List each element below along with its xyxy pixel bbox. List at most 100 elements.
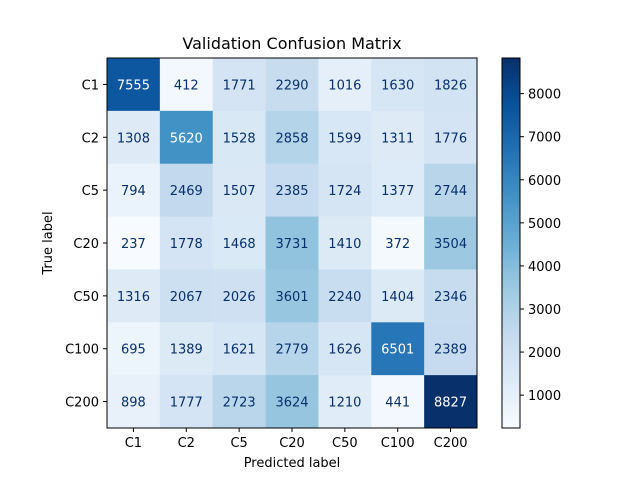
cell-value-label: 1528 (223, 131, 256, 146)
x-axis-ticks: C1 C2 C5 C20 C50 C100 C200 (125, 428, 468, 451)
x-tick-label: C20 (279, 436, 305, 451)
cell-value-label: 1468 (223, 237, 256, 252)
cell-value-label: 2723 (223, 396, 256, 411)
colorbar-ticks: 1000 2000 3000 4000 5000 6000 7000 8000 (520, 88, 561, 404)
cell-value-label: 1507 (223, 184, 256, 199)
heatmap-cell (212, 163, 267, 218)
cell-value-label: 1410 (328, 237, 361, 252)
colorbar-tick-label: 6000 (528, 174, 561, 189)
cell-value-label: 1826 (434, 78, 467, 93)
x-tick-label: C100 (381, 436, 415, 451)
x-tick-label: C1 (125, 436, 142, 451)
colorbar-tick-label: 1000 (528, 389, 561, 404)
heatmap-cell (212, 375, 267, 429)
heatmap-cell (424, 322, 478, 376)
heatmap-cell (318, 58, 372, 112)
heatmap-cell (265, 375, 319, 429)
cell-value-label: 5620 (170, 131, 203, 146)
colorbar-tick-label: 5000 (528, 217, 561, 232)
y-tick-label: C2 (82, 131, 99, 146)
y-tick-label: C20 (73, 237, 99, 252)
heatmap-cell (424, 163, 478, 218)
cell-value-label: 695 (121, 343, 146, 358)
x-axis-label: Predicted label (244, 456, 341, 471)
cell-value-label: 2067 (170, 290, 203, 305)
heatmap-cell (159, 163, 214, 218)
heatmap-cell (424, 375, 478, 429)
cell-value-label: 2744 (434, 184, 467, 199)
x-tick-label: C5 (230, 436, 247, 451)
chart-title: Validation Confusion Matrix (182, 34, 401, 53)
heatmap-cell (159, 216, 214, 270)
heatmap-cell (318, 375, 372, 429)
colorbar-tick-label: 4000 (528, 260, 561, 275)
heatmap-cell (265, 269, 319, 323)
cell-value-label: 237 (121, 237, 146, 252)
cell-value-label: 3504 (434, 237, 467, 252)
cell-value-label: 1621 (223, 343, 256, 358)
heatmap-cell (159, 269, 214, 323)
cell-value-label: 2240 (328, 290, 361, 305)
cell-value-label: 1776 (434, 131, 467, 146)
y-axis-ticks: C1 C2 C5 C20 C50 C100 C200 (65, 78, 107, 411)
heatmap-cell (371, 322, 425, 376)
y-tick-label: C50 (73, 290, 99, 305)
heatmap-cell (318, 216, 372, 270)
cell-value-label: 3624 (275, 396, 308, 411)
heatmap-cell (107, 58, 161, 112)
heatmap-cell (265, 58, 319, 112)
heatmap-cell (265, 163, 319, 218)
heatmap-cell (107, 216, 161, 270)
heatmap-cell (318, 322, 372, 376)
cell-value-label: 441 (385, 396, 410, 411)
y-tick-label: C5 (82, 184, 99, 199)
y-tick-label: C200 (65, 396, 99, 411)
cell-value-label: 2385 (275, 184, 308, 199)
x-tick-label: C2 (178, 436, 195, 451)
heatmap-cell (212, 269, 267, 323)
cell-value-label: 1724 (328, 184, 361, 199)
heatmap-cell (318, 110, 372, 165)
cell-value-label: 7555 (117, 78, 150, 93)
cell-value-label: 2779 (275, 343, 308, 358)
cell-value-label: 1626 (328, 343, 361, 358)
cell-value-label: 2346 (434, 290, 467, 305)
heatmap-cell (159, 58, 214, 112)
heatmap-cell (371, 216, 425, 270)
x-tick-label: C200 (434, 436, 468, 451)
heatmap-cell (371, 110, 425, 165)
cell-value-label: 2858 (275, 131, 308, 146)
x-tick-label: C50 (332, 436, 358, 451)
heatmap-cell (318, 163, 372, 218)
heatmap-cell (212, 322, 267, 376)
y-axis-label: True label (41, 211, 56, 275)
colorbar-tick-label: 3000 (528, 303, 561, 318)
heatmap-cell (107, 269, 161, 323)
heatmap-cell (265, 216, 319, 270)
cell-value-label: 1771 (223, 78, 256, 93)
heatmap-cell (371, 269, 425, 323)
cell-value-label: 898 (121, 396, 146, 411)
cell-value-label: 2026 (223, 290, 256, 305)
cell-value-label: 2290 (275, 78, 308, 93)
y-tick-label: C100 (65, 343, 99, 358)
heatmap-cell (212, 216, 267, 270)
heatmap-cell (424, 58, 478, 112)
cell-value-label: 1308 (117, 131, 150, 146)
cell-value-label: 1778 (170, 237, 203, 252)
cell-value-label: 2469 (170, 184, 203, 199)
heatmap-cell (265, 110, 319, 165)
cell-value-label: 1210 (328, 396, 361, 411)
heatmap-cell (371, 163, 425, 218)
colorbar-tick-label: 8000 (528, 88, 561, 103)
cell-value-label: 1630 (381, 78, 414, 93)
heatmap-cell (107, 322, 161, 376)
cell-value-label: 2389 (434, 343, 467, 358)
heatmap-cell (371, 58, 425, 112)
heatmap-cells: 7555 412 1771 2290 1016 1630 1826 1308 5620 1528 2… (107, 58, 478, 429)
heatmap-cell (265, 322, 319, 376)
cell-value-label: 1377 (381, 184, 414, 199)
heatmap-cell (212, 110, 267, 165)
heatmap-cell (107, 163, 161, 218)
